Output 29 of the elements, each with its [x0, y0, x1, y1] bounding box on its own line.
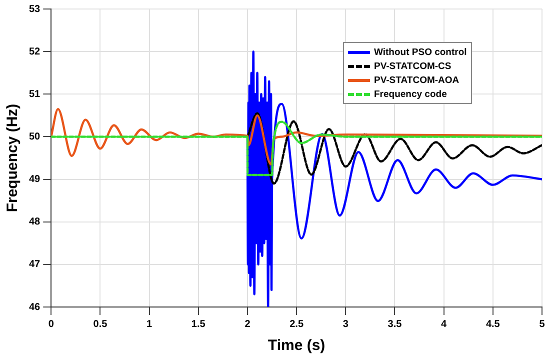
y-tick-label: 46	[29, 302, 41, 313]
y-tick-label: 49	[29, 174, 41, 186]
x-tick-label: 0	[48, 318, 54, 330]
line-series	[51, 120, 542, 176]
x-axis-title: Time (s)	[268, 337, 326, 354]
line-series	[246, 112, 542, 185]
x-tick-label: 3	[342, 318, 349, 330]
y-axis-title: Frequency (Hz)	[4, 104, 22, 212]
legend-label: Frequency code	[374, 88, 447, 100]
y-tick-label: 48	[29, 216, 41, 228]
line-series	[246, 50, 542, 307]
y-tick-label: 47	[29, 259, 41, 270]
legend-label: PV-STATCOM-AOA	[374, 74, 460, 86]
line-series	[51, 108, 542, 166]
y-tick-label: 50	[29, 131, 41, 142]
x-tick-label: 3.5	[388, 318, 402, 330]
y-tick-label: 53	[29, 4, 41, 15]
legend-label: Without PSO control	[374, 46, 467, 58]
x-tick-label: 1	[146, 318, 153, 330]
x-tick-label: 1.5	[191, 318, 206, 330]
legend-label: PV-STATCOM-CS	[374, 60, 452, 72]
x-tick-label: 5	[539, 318, 546, 330]
x-tick-label: 4.5	[486, 318, 500, 330]
y-tick-label: 51	[29, 88, 41, 100]
x-tick-label: 0.5	[93, 318, 108, 330]
y-tick-label: 52	[29, 46, 41, 58]
x-tick-label: 2	[244, 318, 251, 330]
x-tick-label: 2.5	[290, 318, 304, 330]
x-tick-label: 4	[441, 318, 448, 330]
